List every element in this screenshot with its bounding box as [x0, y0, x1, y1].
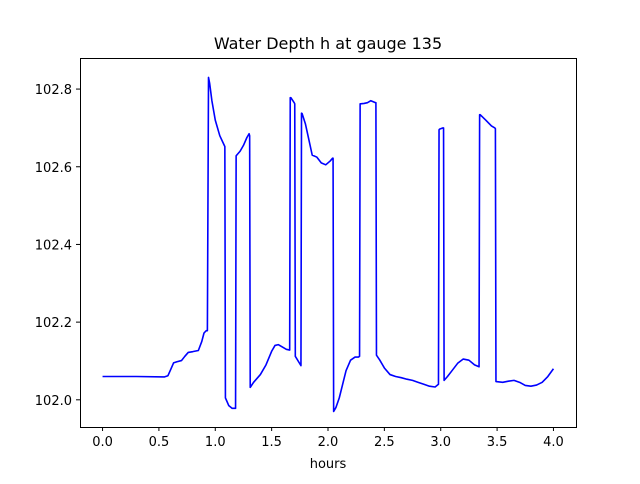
x-axis-ticks: 0.0 0.5 1.0 1.5 2.0 2.5 3.0 3.5 4.0 — [92, 427, 564, 450]
x-tick-label: 2.0 — [318, 435, 339, 450]
x-tick-label: 0.0 — [92, 435, 113, 450]
x-tick-label: 3.0 — [430, 435, 451, 450]
y-tick-label: 102.2 — [35, 316, 72, 331]
series-layer — [102, 76, 555, 413]
y-axis-ticks: 102.0 102.2 102.4 102.6 102.8 — [35, 83, 80, 409]
x-tick-label: 1.0 — [205, 435, 226, 450]
y-tick-label: 102.0 — [35, 394, 72, 409]
x-tick-label: 2.5 — [374, 435, 395, 450]
y-tick-label: 102.4 — [35, 238, 72, 253]
series-line-0 — [102, 76, 555, 413]
x-axis-label: hours — [310, 457, 347, 472]
chart-title: Water Depth h at gauge 135 — [214, 34, 442, 53]
y-tick-label: 102.8 — [35, 83, 72, 98]
x-tick-label: 1.5 — [261, 435, 282, 450]
x-tick-label: 4.0 — [543, 435, 564, 450]
x-tick-label: 3.5 — [487, 435, 508, 450]
y-tick-label: 102.6 — [35, 161, 72, 176]
x-tick-label: 0.5 — [149, 435, 170, 450]
plot-frame — [80, 58, 577, 428]
